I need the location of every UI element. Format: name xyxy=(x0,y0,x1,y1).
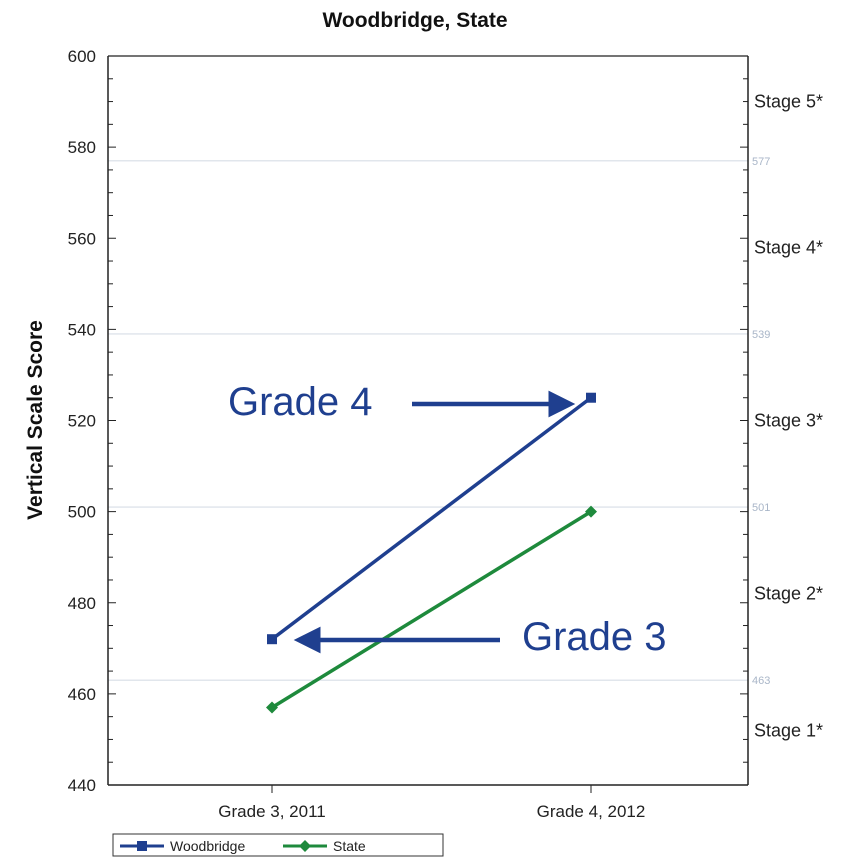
stage-label: Stage 5* xyxy=(754,92,823,112)
legend-label: State xyxy=(333,838,366,854)
stage-label: Stage 2* xyxy=(754,584,823,604)
x-axis-ticks: Grade 3, 2011 Grade 4, 2012 xyxy=(218,785,645,821)
cut-score-gridlines: 577 539 501 463 xyxy=(108,156,770,687)
y-tick-label: 480 xyxy=(68,594,96,613)
cut-score-label: 539 xyxy=(752,329,770,341)
legend-marker xyxy=(137,841,147,851)
legend: Woodbridge State xyxy=(112,833,444,857)
cut-score-label: 577 xyxy=(752,156,770,168)
y-axis-label: Vertical Scale Score xyxy=(24,320,47,520)
legend-marker xyxy=(299,840,311,852)
axes xyxy=(107,55,749,786)
data-point xyxy=(266,701,278,714)
x-tick-label: Grade 4, 2012 xyxy=(537,802,646,821)
cut-score-label: 501 xyxy=(752,502,770,514)
data-point xyxy=(267,634,277,645)
y-tick-label: 580 xyxy=(68,138,96,157)
annotation-grade-4: Grade 4 xyxy=(228,380,373,424)
y-tick-label: 460 xyxy=(68,685,96,704)
y-tick-label: 540 xyxy=(68,320,96,339)
y-tick-label: 500 xyxy=(68,503,96,522)
stage-label: Stage 4* xyxy=(754,237,823,257)
x-tick-label: Grade 3, 2011 xyxy=(218,802,325,821)
chart-title: Woodbridge, State xyxy=(322,9,507,32)
y-axis-ticks: 440 460 480 500 520 540 560 580 600 xyxy=(68,47,748,795)
stage-label: Stage 3* xyxy=(754,411,823,431)
y-tick-label: 520 xyxy=(68,412,96,431)
annotations: Grade 4 Grade 3 xyxy=(228,380,667,659)
legend-label: Woodbridge xyxy=(170,838,245,854)
annotation-grade-3: Grade 3 xyxy=(522,615,667,659)
legend-box xyxy=(112,833,444,857)
series-line-state xyxy=(271,510,592,710)
cut-score-label: 463 xyxy=(752,675,770,687)
series-line-woodbridge xyxy=(270,396,593,641)
data-point xyxy=(586,392,596,403)
series-lines xyxy=(266,392,597,714)
y-tick-label: 440 xyxy=(68,776,96,795)
y-tick-label: 600 xyxy=(68,47,96,66)
stage-label: Stage 1* xyxy=(754,720,823,740)
stage-labels: Stage 5* Stage 4* Stage 3* Stage 2* Stage 1* xyxy=(754,92,823,741)
data-point xyxy=(585,505,597,518)
y-tick-label: 560 xyxy=(68,229,96,248)
